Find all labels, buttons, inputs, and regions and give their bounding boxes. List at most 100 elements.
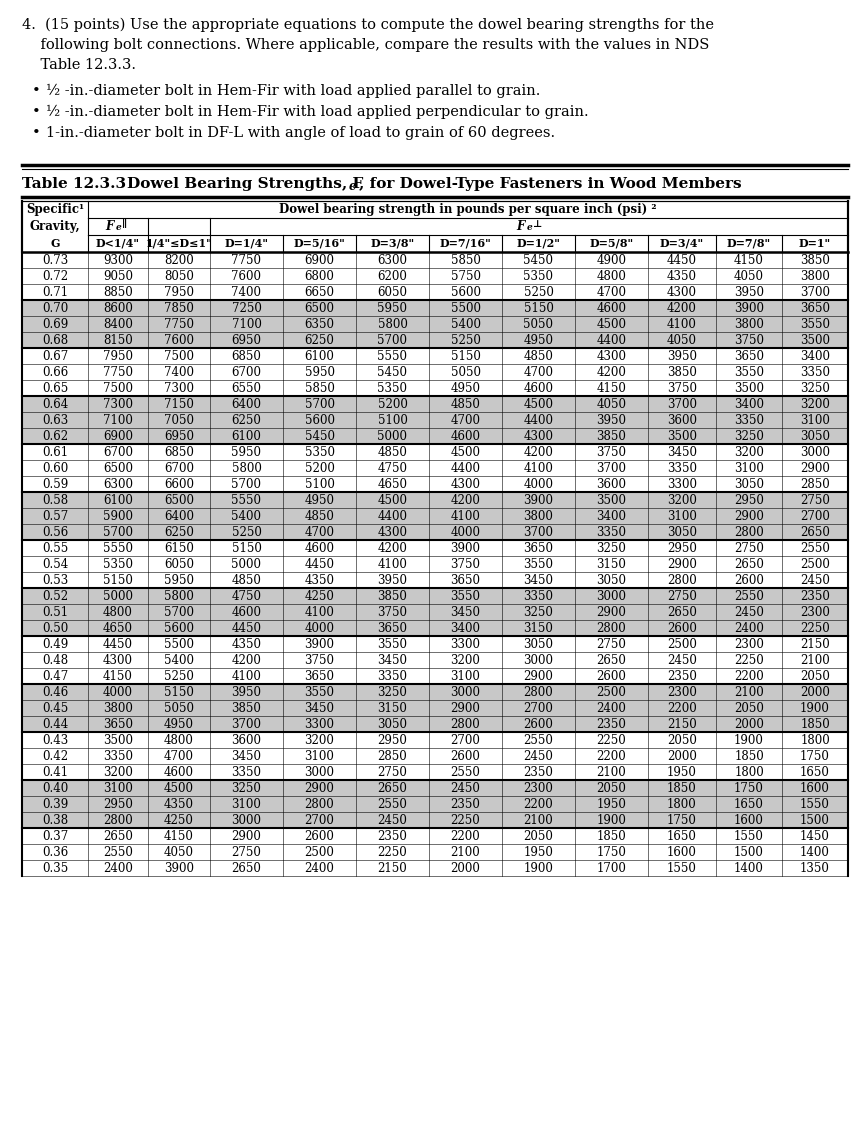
- Text: 3450: 3450: [450, 606, 480, 619]
- Text: D=1": D=1": [799, 238, 831, 249]
- Text: 4800: 4800: [103, 606, 133, 619]
- Text: 1450: 1450: [800, 830, 830, 843]
- Text: 5150: 5150: [164, 686, 194, 699]
- Text: 0.70: 0.70: [41, 302, 68, 315]
- Text: 4150: 4150: [596, 382, 626, 395]
- Text: 2600: 2600: [596, 670, 626, 683]
- Text: 6500: 6500: [103, 462, 133, 475]
- Text: 5200: 5200: [305, 462, 334, 475]
- Text: 2750: 2750: [596, 638, 626, 651]
- Text: 2300: 2300: [734, 638, 764, 651]
- Text: 2850: 2850: [378, 750, 407, 763]
- Text: 6850: 6850: [232, 350, 262, 363]
- Text: •: •: [32, 84, 41, 98]
- Text: 4800: 4800: [164, 734, 194, 747]
- Text: 5150: 5150: [450, 350, 480, 363]
- Text: 3550: 3550: [304, 686, 334, 699]
- Text: 3900: 3900: [524, 494, 554, 507]
- Text: 6150: 6150: [164, 542, 194, 555]
- Text: 5050: 5050: [450, 366, 480, 379]
- Text: 7750: 7750: [164, 318, 194, 331]
- Text: 2400: 2400: [734, 623, 764, 635]
- Text: 2450: 2450: [524, 750, 554, 763]
- Text: 8150: 8150: [103, 335, 133, 347]
- Text: 7050: 7050: [164, 414, 194, 428]
- Text: 2650: 2650: [667, 606, 697, 619]
- Text: 4100: 4100: [305, 606, 334, 619]
- Text: 5150: 5150: [524, 302, 554, 315]
- Text: 3800: 3800: [800, 270, 830, 284]
- Text: 1700: 1700: [596, 862, 626, 875]
- Text: 5500: 5500: [164, 638, 194, 651]
- Text: 2900: 2900: [800, 462, 830, 475]
- Text: 1750: 1750: [596, 846, 626, 858]
- Text: 4.  (15 points) Use the appropriate equations to compute the dowel bearing stren: 4. (15 points) Use the appropriate equat…: [22, 18, 714, 33]
- Text: 6550: 6550: [232, 382, 262, 395]
- Text: 5950: 5950: [378, 302, 408, 315]
- Text: 2350: 2350: [667, 670, 697, 683]
- Text: 3550: 3550: [378, 638, 408, 651]
- Text: 3450: 3450: [378, 654, 408, 667]
- Text: 3250: 3250: [524, 606, 554, 619]
- Text: 4000: 4000: [450, 526, 480, 539]
- Text: D=1/2": D=1/2": [517, 238, 561, 249]
- Text: 4850: 4850: [378, 446, 408, 459]
- Text: 3800: 3800: [524, 510, 554, 523]
- Text: 6100: 6100: [103, 494, 133, 507]
- Text: 3500: 3500: [667, 430, 697, 443]
- Text: 4100: 4100: [524, 462, 554, 475]
- Text: ½ -in.-diameter bolt in Hem-Fir with load applied perpendicular to grain.: ½ -in.-diameter bolt in Hem-Fir with loa…: [46, 105, 588, 119]
- Text: 3750: 3750: [378, 606, 408, 619]
- Text: 3150: 3150: [378, 702, 408, 716]
- Text: 3000: 3000: [304, 765, 334, 779]
- Text: 7400: 7400: [164, 366, 194, 379]
- Text: 5050: 5050: [524, 318, 554, 331]
- Text: 7950: 7950: [103, 350, 133, 363]
- Text: 3050: 3050: [596, 574, 626, 587]
- Text: 6650: 6650: [304, 286, 334, 299]
- Text: 4350: 4350: [232, 638, 262, 651]
- Text: 3650: 3650: [450, 574, 480, 587]
- Text: 2450: 2450: [667, 654, 697, 667]
- Text: 3650: 3650: [800, 302, 830, 315]
- Text: 2900: 2900: [524, 670, 554, 683]
- Text: 4150: 4150: [103, 670, 133, 683]
- Text: 2750: 2750: [800, 494, 830, 507]
- Text: 2550: 2550: [800, 542, 830, 555]
- Text: 3100: 3100: [734, 462, 764, 475]
- Text: 7600: 7600: [232, 270, 262, 284]
- Text: 1750: 1750: [800, 750, 830, 763]
- Text: Dowel Bearing Strengths, F: Dowel Bearing Strengths, F: [127, 177, 364, 191]
- Text: 2750: 2750: [232, 846, 262, 858]
- Text: 2350: 2350: [596, 718, 626, 731]
- Text: 6050: 6050: [164, 558, 194, 572]
- Text: 2400: 2400: [103, 862, 133, 875]
- Text: 5350: 5350: [103, 558, 133, 572]
- Text: 4600: 4600: [524, 382, 554, 395]
- Text: 4400: 4400: [596, 335, 626, 347]
- Text: 4400: 4400: [378, 510, 408, 523]
- Text: 1500: 1500: [800, 814, 830, 827]
- Text: 2150: 2150: [667, 718, 697, 731]
- Text: 2700: 2700: [800, 510, 830, 523]
- Text: 3350: 3350: [103, 750, 133, 763]
- Text: 3800: 3800: [103, 702, 133, 716]
- Text: 1650: 1650: [800, 765, 830, 779]
- Text: 5600: 5600: [164, 623, 194, 635]
- Text: 3100: 3100: [232, 798, 262, 811]
- Text: 0.48: 0.48: [42, 654, 68, 667]
- Text: 1900: 1900: [596, 814, 626, 827]
- Text: 2100: 2100: [800, 654, 830, 667]
- Text: 0.65: 0.65: [41, 382, 68, 395]
- Text: 4050: 4050: [667, 335, 697, 347]
- Text: 4700: 4700: [450, 414, 480, 428]
- Text: 3000: 3000: [450, 686, 480, 699]
- Text: 2550: 2550: [734, 590, 764, 603]
- Text: 3050: 3050: [734, 479, 764, 491]
- Bar: [22, 396, 848, 412]
- Text: 3200: 3200: [667, 494, 697, 507]
- Bar: [22, 492, 848, 508]
- Text: following bolt connections. Where applicable, compare the results with the value: following bolt connections. Where applic…: [22, 39, 709, 52]
- Text: e: e: [349, 180, 357, 193]
- Text: 3000: 3000: [524, 654, 554, 667]
